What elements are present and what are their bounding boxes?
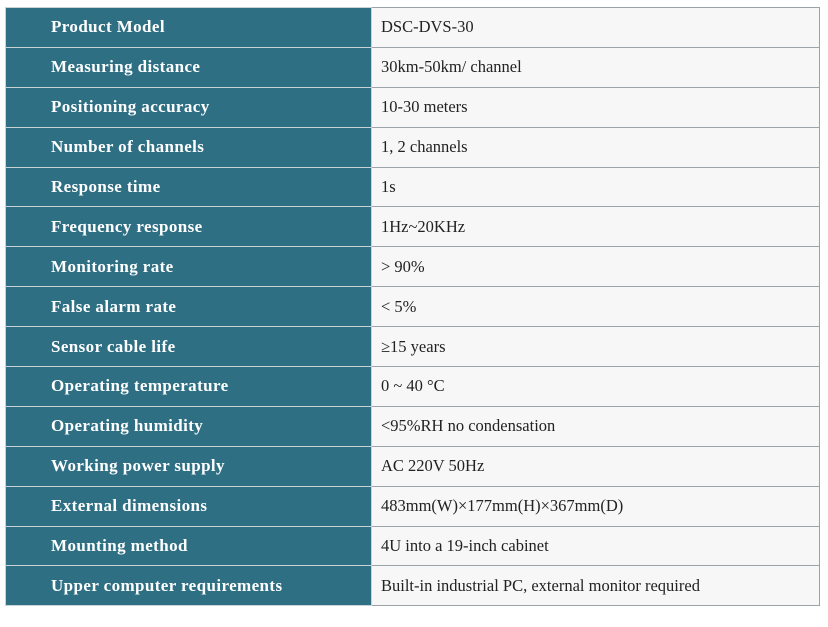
spec-value: 30km-50km/ channel [371, 46, 820, 88]
spec-label: Upper computer requirements [5, 565, 372, 607]
spec-row: Response time 1s [5, 166, 820, 208]
spec-value: ≥15 years [371, 326, 820, 368]
spec-label: Working power supply [5, 445, 372, 487]
spec-row: Monitoring rate > 90% [5, 246, 820, 288]
spec-row: Measuring distance 30km-50km/ channel [5, 46, 820, 88]
spec-value: Built-in industrial PC, external monitor… [371, 565, 820, 607]
spec-row: Frequency response 1Hz~20KHz [5, 206, 820, 248]
spec-value: <95%RH no condensation [371, 405, 820, 447]
spec-row: Positioning accuracy 10-30 meters [5, 86, 820, 128]
spec-row: Upper computer requirements Built-in indu… [5, 565, 820, 607]
spec-label: External dimensions [5, 485, 372, 527]
spec-value: 0 ~ 40 °C [371, 366, 820, 407]
spec-label: Monitoring rate [5, 246, 372, 288]
spec-label: Operating temperature [5, 366, 372, 407]
spec-value: 4U into a 19-inch cabinet [371, 525, 820, 567]
spec-value: 1, 2 channels [371, 126, 820, 168]
spec-label: Operating humidity [5, 405, 372, 447]
spec-row: False alarm rate < 5% [5, 286, 820, 328]
spec-value: 10-30 meters [371, 86, 820, 128]
spec-value: < 5% [371, 286, 820, 328]
spec-row: Sensor cable life ≥15 years [5, 326, 820, 368]
spec-value: 1s [371, 166, 820, 208]
spec-row: External dimensions 483mm(W)×177mm(H)×367… [5, 485, 820, 527]
spec-label: False alarm rate [5, 286, 372, 328]
spec-label: Product Model [5, 7, 372, 48]
spec-value: DSC-DVS-30 [371, 7, 820, 48]
spec-label: Mounting method [5, 525, 372, 567]
spec-value: 483mm(W)×177mm(H)×367mm(D) [371, 485, 820, 527]
spec-value: AC 220V 50Hz [371, 445, 820, 487]
spec-label: Positioning accuracy [5, 86, 372, 128]
spec-label: Sensor cable life [5, 326, 372, 368]
spec-table: Product Model DSC-DVS-30 Measuring distanc… [5, 7, 820, 607]
spec-label: Frequency response [5, 206, 372, 248]
spec-row: Operating temperature 0 ~ 40 °C [5, 366, 820, 407]
spec-row: Product Model DSC-DVS-30 [5, 7, 820, 48]
spec-row: Working power supply AC 220V 50Hz [5, 445, 820, 487]
spec-label: Response time [5, 166, 372, 208]
spec-value: 1Hz~20KHz [371, 206, 820, 248]
spec-row: Number of channels 1, 2 channels [5, 126, 820, 168]
spec-label: Number of channels [5, 126, 372, 168]
spec-row: Operating humidity <95%RH no condensation [5, 405, 820, 447]
spec-label: Measuring distance [5, 46, 372, 88]
spec-value: > 90% [371, 246, 820, 288]
spec-row: Mounting method 4U into a 19-inch cabinet [5, 525, 820, 567]
